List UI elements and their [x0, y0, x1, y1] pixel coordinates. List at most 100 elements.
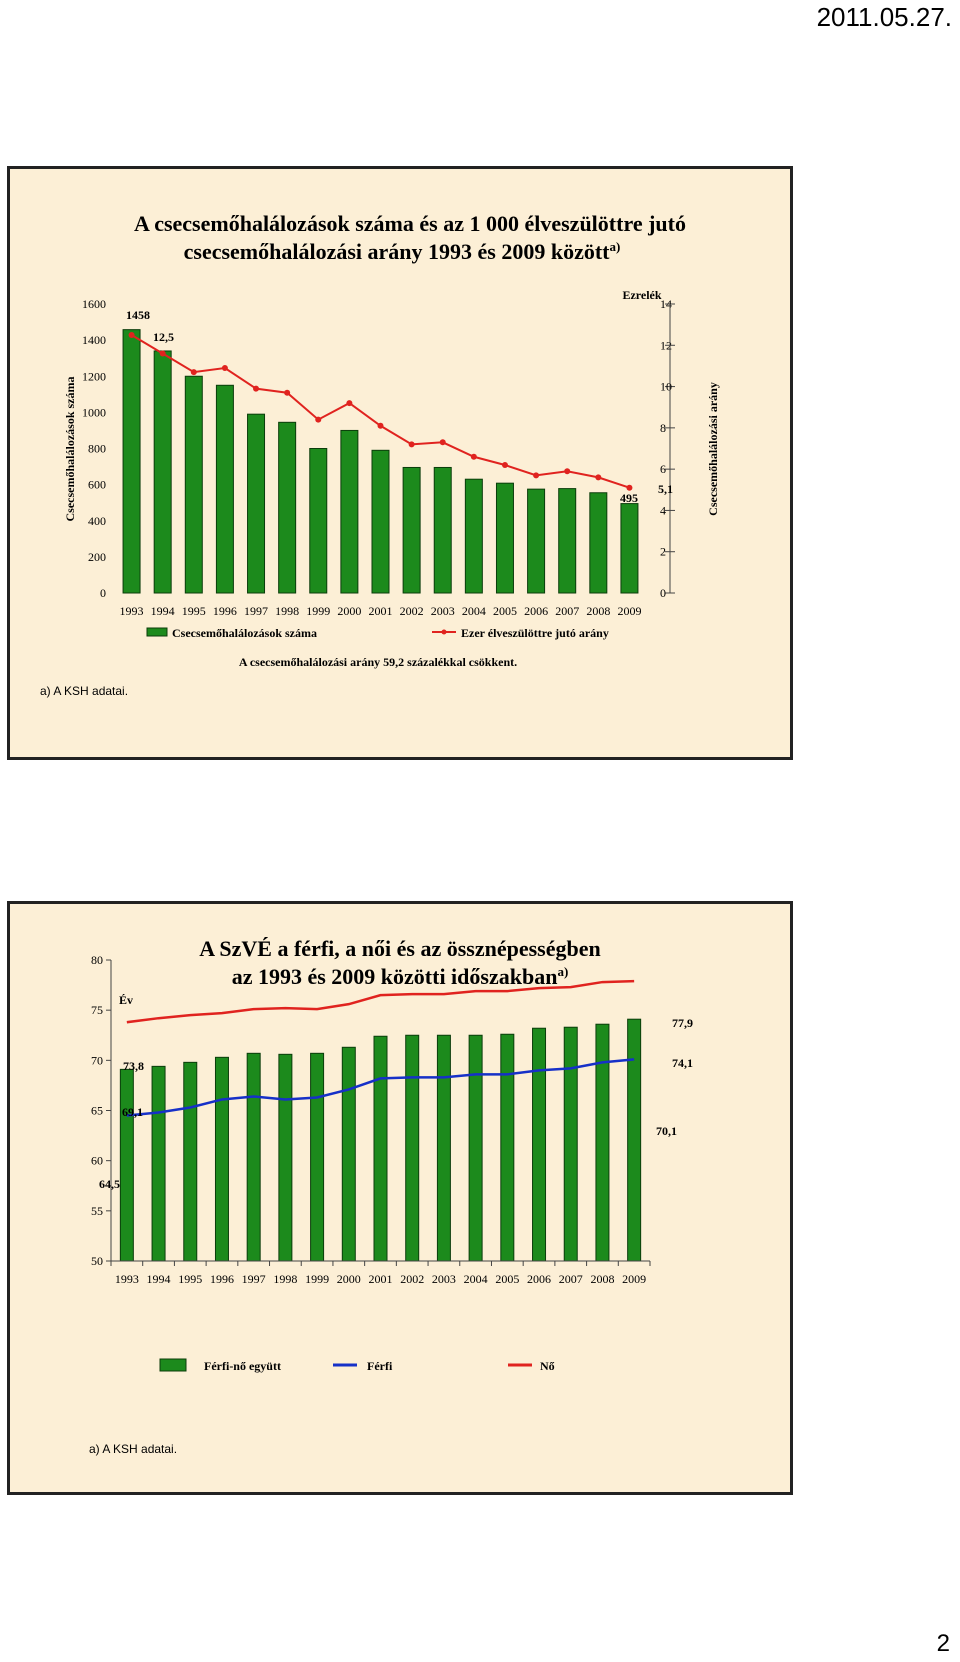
chart1-left-axis-label: Csecsemőhalálozások száma	[63, 377, 77, 522]
chart1-bar	[464, 478, 483, 594]
chart1-rate-point	[408, 441, 415, 448]
chart1-rate-point	[346, 400, 353, 407]
chart2-bar	[341, 1046, 356, 1262]
chart1-rate-point	[221, 364, 228, 371]
chart1-x-label: 1999	[306, 604, 330, 618]
chart2-bar	[595, 1023, 610, 1262]
chart2-y-tick: 75	[91, 1003, 103, 1017]
chart1-rate-point	[439, 439, 446, 446]
chart2-bar	[119, 1068, 134, 1262]
chart1-left-tick: 400	[88, 514, 106, 528]
chart1-title-line2: csecsemőhalálozási arány 1993 és 2009 kö…	[184, 239, 621, 264]
chart1-x-label: 2006	[524, 604, 548, 618]
chart2-y-tick: 65	[91, 1104, 103, 1118]
infant-mortality-chart: A csecsemőhalálozások száma és az 1 000 …	[40, 211, 720, 698]
chart2-bar	[563, 1026, 578, 1262]
chart1-rate-point	[564, 468, 571, 475]
chart2-line-red	[126, 979, 635, 1024]
chart2-x-label: 2007	[559, 1272, 583, 1286]
chart1-x-label: 1996	[213, 604, 237, 618]
chart2-y-tick: 55	[91, 1204, 103, 1218]
legend2-bar-label: Férfi-nő együtt	[204, 1359, 281, 1373]
legend2-bar-swatch	[159, 1358, 187, 1372]
chart1-x-label: 1993	[120, 604, 144, 618]
legend2-male-label: Férfi	[367, 1359, 393, 1373]
life-expectancy-chart: A SzVÉ a férfi, a női és az össznépesség…	[89, 936, 693, 1456]
chart2-bar	[405, 1034, 420, 1262]
chart1-right-tick: 4	[660, 503, 666, 517]
chart1-left-tick: 1600	[82, 297, 106, 311]
chart1-right-tick: 2	[660, 545, 666, 559]
chart2-x-label: 2001	[369, 1272, 393, 1286]
chart1-left-tick: 0	[100, 586, 106, 600]
chart2-bar	[500, 1033, 515, 1262]
chart1-bar	[153, 350, 172, 594]
chart2-x-label: 1999	[305, 1272, 329, 1286]
legend-bar-swatch	[146, 627, 168, 637]
chart1-bar	[371, 449, 390, 594]
chart1-left-tick: 800	[88, 442, 106, 456]
legend-line-label: Ezer élveszülöttre jutó arány	[461, 626, 609, 640]
chart1-x-label: 2009	[617, 604, 641, 618]
chart1-bar	[122, 329, 141, 594]
chart1-rate-point	[626, 484, 633, 491]
chart2-label-male-first: 64,5	[99, 1177, 120, 1191]
chart1-rate-point	[470, 453, 477, 460]
chart2-x-label: 2003	[432, 1272, 456, 1286]
chart2-bar	[373, 1035, 388, 1262]
chart1-title-line1: A csecsemőhalálozások száma és az 1 000 …	[134, 211, 686, 236]
chart1-rate-point	[377, 422, 384, 429]
chart2-y-tick: 50	[91, 1254, 103, 1268]
chart1-x-label: 2001	[369, 604, 393, 618]
chart1-note: A csecsemőhalálozási arány 59,2 százalék…	[239, 655, 517, 669]
chart2-bar	[436, 1034, 451, 1262]
chart1-rate-point	[253, 385, 260, 392]
chart2-x-label: 1993	[115, 1272, 139, 1286]
chart2-label-male-last: 70,1	[656, 1124, 677, 1138]
legend2-female-label: Nő	[540, 1359, 555, 1373]
chart2-label-total-last: 74,1	[672, 1056, 693, 1070]
chart2-label-female-first: 73,8	[123, 1059, 144, 1073]
chart1-x-label: 2002	[400, 604, 424, 618]
chart1-right-tick: 12	[660, 338, 672, 352]
chart2-x-label: 2000	[337, 1272, 361, 1286]
chart1-left-tick: 1000	[82, 405, 106, 419]
chart2-y-tick: 80	[91, 953, 103, 967]
chart1-right-tick: 0	[660, 586, 666, 600]
chart1-right-tick: 8	[660, 421, 666, 435]
chart2-line-blue	[126, 1058, 635, 1117]
page-date: 2011.05.27.	[816, 2, 952, 32]
chart1-rate-point	[159, 350, 166, 357]
chart1-rate-point	[128, 331, 135, 338]
chart1-label-line-first: 12,5	[153, 330, 174, 344]
chart1-left-tick: 200	[88, 550, 106, 564]
slide-life-expectancy: A SzVÉ a férfi, a női és az össznépesség…	[7, 901, 793, 1495]
chart2-footnote: a) A KSH adatai.	[89, 1442, 177, 1456]
chart2-label-total-first: 69,1	[122, 1105, 143, 1119]
chart2-bar	[310, 1052, 325, 1262]
chart1-bar	[402, 466, 421, 594]
chart1-right-axis-label: Csecsemőhalálozási arány	[706, 382, 720, 516]
chart1-label-bar-last: 495	[620, 491, 638, 505]
chart2-y-unit: Év	[119, 993, 133, 1007]
chart1-right-tick: 10	[660, 380, 672, 394]
chart2-bar	[278, 1053, 293, 1262]
chart2-x-label: 2005	[495, 1272, 519, 1286]
chart1-right-tick: 14	[660, 297, 672, 311]
chart1-bar	[620, 503, 639, 594]
chart2-bar	[627, 1018, 642, 1262]
chart1-x-label: 2004	[462, 604, 486, 618]
chart2-x-label: 2008	[590, 1272, 614, 1286]
legend-line-marker	[441, 629, 447, 635]
chart1-bar	[247, 413, 266, 594]
chart2-bar	[214, 1056, 229, 1262]
chart2-x-label: 1996	[210, 1272, 234, 1286]
legend-bar-label: Csecsemőhalálozások száma	[172, 626, 317, 640]
chart1-rate-point	[501, 462, 508, 469]
chart1-bar	[527, 488, 546, 594]
chart2-bar	[151, 1065, 166, 1262]
chart2-title-line2: az 1993 és 2009 közötti időszakbana)	[232, 964, 569, 989]
chart1-x-label: 2003	[431, 604, 455, 618]
chart2-bar	[468, 1034, 483, 1262]
chart2-label-female-last: 77,9	[672, 1016, 693, 1030]
